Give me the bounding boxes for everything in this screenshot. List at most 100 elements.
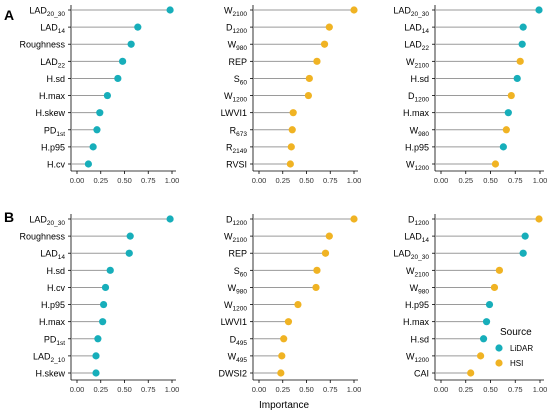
lollipop-point bbox=[350, 215, 358, 223]
label-main: Roughness bbox=[19, 40, 65, 50]
label-main: LAD bbox=[40, 57, 58, 67]
label-main: W bbox=[224, 300, 233, 310]
y-tick-label: H.max bbox=[39, 317, 66, 327]
label-subscript: 1200 bbox=[415, 220, 430, 227]
lollipop-point bbox=[535, 6, 543, 14]
x-tick-label: 1.00 bbox=[165, 385, 180, 394]
lollipop-point bbox=[513, 74, 521, 83]
lollipop-point bbox=[106, 266, 114, 274]
y-tick-label: W1200 bbox=[224, 300, 247, 313]
y-tick-label: H.sd bbox=[410, 74, 429, 84]
label-subscript: 20_30 bbox=[47, 11, 65, 18]
lollipop-point bbox=[467, 369, 475, 377]
label-main: REP bbox=[228, 57, 247, 67]
x-tick-label: 1.00 bbox=[347, 385, 362, 394]
label-main: LAD bbox=[393, 6, 411, 16]
y-tick-label: D1200 bbox=[408, 215, 429, 228]
label-subscript: 495 bbox=[236, 340, 247, 347]
label-main: H.p95 bbox=[405, 300, 429, 310]
lollipop-point bbox=[96, 109, 104, 117]
y-tick-label: Roughness bbox=[19, 232, 65, 242]
label-main: H.p95 bbox=[41, 142, 65, 152]
lollipop-point bbox=[94, 335, 102, 343]
label-subscript: 60 bbox=[240, 79, 248, 86]
y-tick-label: H.p95 bbox=[405, 142, 429, 152]
label-main: D bbox=[226, 23, 233, 33]
y-tick-label: W2100 bbox=[406, 266, 429, 279]
label-main: LAD bbox=[404, 40, 422, 50]
y-tick-label: LAD14 bbox=[404, 232, 429, 245]
y-tick-label: Roughness bbox=[19, 40, 65, 50]
y-tick-label: W1200 bbox=[224, 91, 247, 104]
lollipop-point bbox=[313, 266, 321, 274]
lollipop-point bbox=[126, 232, 134, 240]
y-tick-label: R2149 bbox=[226, 142, 247, 155]
x-tick-label: 0.00 bbox=[252, 176, 267, 185]
legend-marker-lidar bbox=[495, 344, 503, 352]
y-tick-label: LAD22 bbox=[40, 57, 65, 70]
x-tick-label: 0.50 bbox=[483, 385, 498, 394]
lollipop-point bbox=[325, 232, 333, 240]
y-tick-label: H.sd bbox=[46, 74, 65, 84]
label-subscript: 2_10 bbox=[51, 357, 66, 364]
label-subscript: 980 bbox=[418, 288, 429, 295]
y-tick-label: H.p95 bbox=[41, 300, 65, 310]
y-tick-label: LAD14 bbox=[404, 23, 429, 36]
y-tick-label: H.sd bbox=[46, 266, 65, 276]
label-main: S bbox=[234, 266, 240, 276]
x-tick-label: 1.00 bbox=[165, 176, 180, 185]
y-tick-label: W1200 bbox=[406, 351, 429, 364]
lollipop-point bbox=[100, 300, 108, 309]
legend: Source LiDAR HSI bbox=[495, 327, 533, 368]
y-tick-label: S60 bbox=[234, 74, 248, 87]
y-tick-label: PD1st bbox=[44, 125, 65, 138]
x-tick-label: 0.25 bbox=[93, 385, 108, 394]
x-tick-label: 0.75 bbox=[323, 385, 338, 394]
lollipop-point bbox=[518, 40, 526, 48]
x-tick-label: 0.00 bbox=[70, 176, 85, 185]
x-tick-label: 0.50 bbox=[299, 385, 314, 394]
y-tick-label: S60 bbox=[234, 266, 248, 279]
lollipop-point bbox=[101, 283, 110, 292]
label-subscript: 60 bbox=[240, 271, 248, 278]
label-subscript: 2149 bbox=[233, 148, 248, 155]
x-tick-label: 0.00 bbox=[252, 385, 267, 394]
y-tick-label: D1200 bbox=[226, 215, 247, 228]
lollipop-point bbox=[92, 369, 100, 377]
x-tick-label: 0.75 bbox=[508, 176, 523, 185]
x-tick-label: 0.75 bbox=[323, 176, 338, 185]
label-main: H.p95 bbox=[41, 300, 65, 310]
legend-label-lidar: LiDAR bbox=[510, 344, 533, 353]
label-main: LAD bbox=[404, 23, 422, 33]
label-main: W bbox=[224, 232, 233, 242]
label-main: H.max bbox=[403, 108, 430, 118]
panel-b2: 0.00 0.25 0.50 0.75 1.00D1200W2100REPS60W980… bbox=[218, 214, 361, 394]
label-main: W bbox=[228, 351, 237, 361]
lollipop-point bbox=[84, 160, 92, 168]
label-subscript: 14 bbox=[58, 28, 66, 35]
x-tick-label: 1.00 bbox=[347, 176, 362, 185]
label-subscript: 1200 bbox=[415, 97, 430, 104]
y-tick-label: LAD22 bbox=[404, 40, 429, 53]
x-tick-label: 0.75 bbox=[508, 385, 523, 394]
label-subscript: 20_30 bbox=[411, 11, 429, 18]
label-main: W bbox=[410, 125, 419, 135]
label-main: LAD bbox=[404, 232, 422, 242]
label-subscript: 673 bbox=[236, 131, 247, 138]
lollipop-point bbox=[134, 23, 142, 31]
y-tick-label: W980 bbox=[228, 40, 248, 53]
y-tick-label: LWVI1 bbox=[221, 108, 247, 118]
y-tick-label: DWSI2 bbox=[218, 369, 247, 379]
lollipop-point bbox=[280, 335, 288, 343]
x-axis-title: Importance bbox=[259, 400, 309, 411]
y-tick-label: LAD14 bbox=[40, 23, 65, 36]
legend-marker-hsi bbox=[495, 359, 503, 367]
label-main: LAD bbox=[33, 351, 51, 361]
lollipop-point bbox=[516, 57, 524, 65]
legend-title: Source bbox=[500, 327, 532, 338]
lollipop-point bbox=[289, 109, 297, 117]
label-main: W bbox=[228, 283, 237, 293]
label-main: LAD bbox=[29, 6, 47, 16]
y-tick-label: H.max bbox=[403, 317, 430, 327]
